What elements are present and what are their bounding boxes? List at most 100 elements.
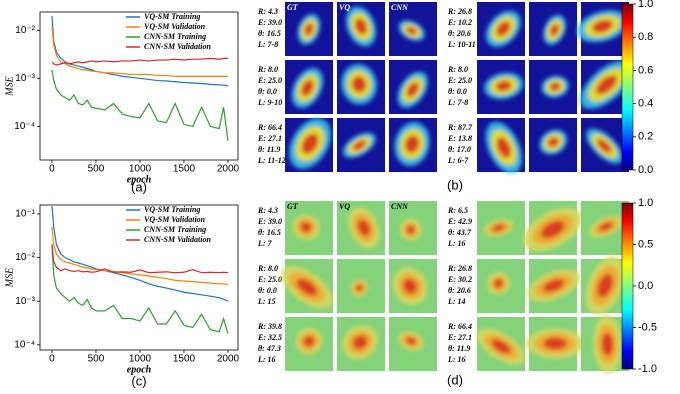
blob-layer xyxy=(492,224,505,232)
param-label: R: 8.0 xyxy=(257,264,278,273)
field-blob xyxy=(527,269,581,302)
blob-layer xyxy=(496,137,512,158)
x-tick-label: 0 xyxy=(49,354,55,365)
param-label: R: 39.8 xyxy=(257,322,282,331)
blob-layer xyxy=(547,137,559,148)
field-blob xyxy=(281,266,333,309)
param-label: θ: 20.6 xyxy=(448,29,471,38)
legend-label: CNN-SM Validation xyxy=(144,235,211,244)
colorbar-tick-label: 0.6 xyxy=(638,64,653,76)
blob-layer xyxy=(543,279,565,293)
legend-label: VQ-SM Training xyxy=(144,12,200,21)
y-axis-label: MSE xyxy=(4,76,15,96)
param-label: θ: 0.0 xyxy=(448,87,467,96)
field-blob xyxy=(297,13,321,45)
param-label: E: 25.0 xyxy=(257,76,282,85)
blob-layer xyxy=(304,23,314,36)
param-label: R: 26.8 xyxy=(447,264,472,273)
x-tick-label: 500 xyxy=(88,354,105,365)
caption: (a) xyxy=(131,179,147,194)
x-tick-label: 500 xyxy=(88,164,105,175)
param-label: L: 9-10 xyxy=(257,98,282,107)
field-blob xyxy=(398,20,425,41)
field-blob xyxy=(487,272,510,295)
field-blob xyxy=(289,118,331,169)
blob-layer xyxy=(540,220,565,239)
param-label: E: 30.2 xyxy=(447,275,472,284)
y-axis-label: MSE xyxy=(4,268,15,288)
blob-layer xyxy=(406,82,419,97)
series-line xyxy=(51,244,229,274)
param-label: R: 66.4 xyxy=(447,322,472,331)
blob-layer xyxy=(352,140,366,151)
param-label: E: 32.5 xyxy=(257,333,282,342)
x-axis-label: epoch xyxy=(127,364,152,375)
param-label: θ: 11.9 xyxy=(258,145,280,154)
field-blob xyxy=(589,215,623,238)
colorbar-tick-label: 0.0 xyxy=(638,280,653,292)
field-blob xyxy=(350,278,368,297)
param-label: θ: 20.6 xyxy=(448,286,471,295)
plot-area xyxy=(51,15,229,141)
colorbar-tick-label: 0.5 xyxy=(638,238,653,250)
field-blob xyxy=(586,128,623,164)
series-line xyxy=(51,244,229,334)
legend-label: CNN-SM Training xyxy=(144,225,206,234)
field-blob xyxy=(485,10,521,47)
param-label: L: 16 xyxy=(257,355,276,364)
param-label: E: 10.2 xyxy=(447,18,472,27)
blob-layer xyxy=(300,222,312,233)
y-tick-label: 10⁻¹ xyxy=(15,209,35,220)
field-blob xyxy=(576,10,629,43)
column-header: GT xyxy=(287,3,299,12)
caption: (c) xyxy=(131,373,146,388)
blob-layer xyxy=(494,278,503,288)
blob-layer xyxy=(496,21,511,37)
series-line xyxy=(51,69,229,141)
blob-layer xyxy=(296,278,318,296)
field-blob xyxy=(526,328,585,359)
field-blob xyxy=(539,129,568,155)
caption: (d) xyxy=(447,372,463,387)
param-label: θ: 11.9 xyxy=(448,344,470,353)
param-label: θ: 0.0 xyxy=(258,87,277,96)
param-label: θ: 47.3 xyxy=(258,344,281,353)
field-blob xyxy=(585,256,625,315)
field-blob xyxy=(342,325,378,360)
field-blob xyxy=(295,328,323,355)
param-label: E: 25.0 xyxy=(447,76,472,85)
blob-layer xyxy=(406,26,417,35)
field-blob xyxy=(485,121,522,174)
x-axis-label: epoch xyxy=(127,174,152,185)
x-tick-label: 1500 xyxy=(173,164,196,175)
param-label: θ: 0.0 xyxy=(258,286,277,295)
colorbar-tick-label: -0.5 xyxy=(638,321,657,333)
param-label: L: 16 xyxy=(447,239,466,248)
param-label: R: 66.4 xyxy=(257,123,282,132)
blob-layer xyxy=(597,273,613,298)
param-label: θ: 17.0 xyxy=(448,145,471,154)
blob-layer xyxy=(355,284,363,292)
param-label: L: 16 xyxy=(447,355,466,364)
param-label: θ: 16.5 xyxy=(258,228,281,237)
field-blob xyxy=(476,328,525,365)
field-blob xyxy=(484,72,524,100)
param-label: L: 7-8 xyxy=(447,98,468,107)
param-label: E: 25.0 xyxy=(257,275,282,284)
param-label: L: 14 xyxy=(447,297,466,306)
blob-layer xyxy=(357,219,371,237)
column-header: CNN xyxy=(391,202,409,211)
colorbar-tick-label: 0.0 xyxy=(638,164,653,176)
y-tick-label: 10⁻³ xyxy=(15,73,35,84)
plot-frame xyxy=(39,204,239,351)
field-blob xyxy=(292,214,320,240)
blob-layer xyxy=(495,80,512,92)
colorbar-tick-label: 1.0 xyxy=(638,0,653,10)
legend-label: VQ-SM Training xyxy=(144,205,200,214)
blob-layer xyxy=(353,335,368,350)
colorbar-tick-label: 0.2 xyxy=(638,131,653,143)
field-blob xyxy=(392,267,428,305)
param-label: E: 27.1 xyxy=(447,333,472,342)
x-tick-label: 1000 xyxy=(129,354,152,365)
